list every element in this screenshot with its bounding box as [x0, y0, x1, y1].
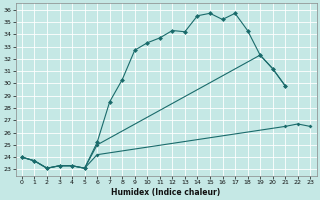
X-axis label: Humidex (Indice chaleur): Humidex (Indice chaleur) — [111, 188, 221, 197]
